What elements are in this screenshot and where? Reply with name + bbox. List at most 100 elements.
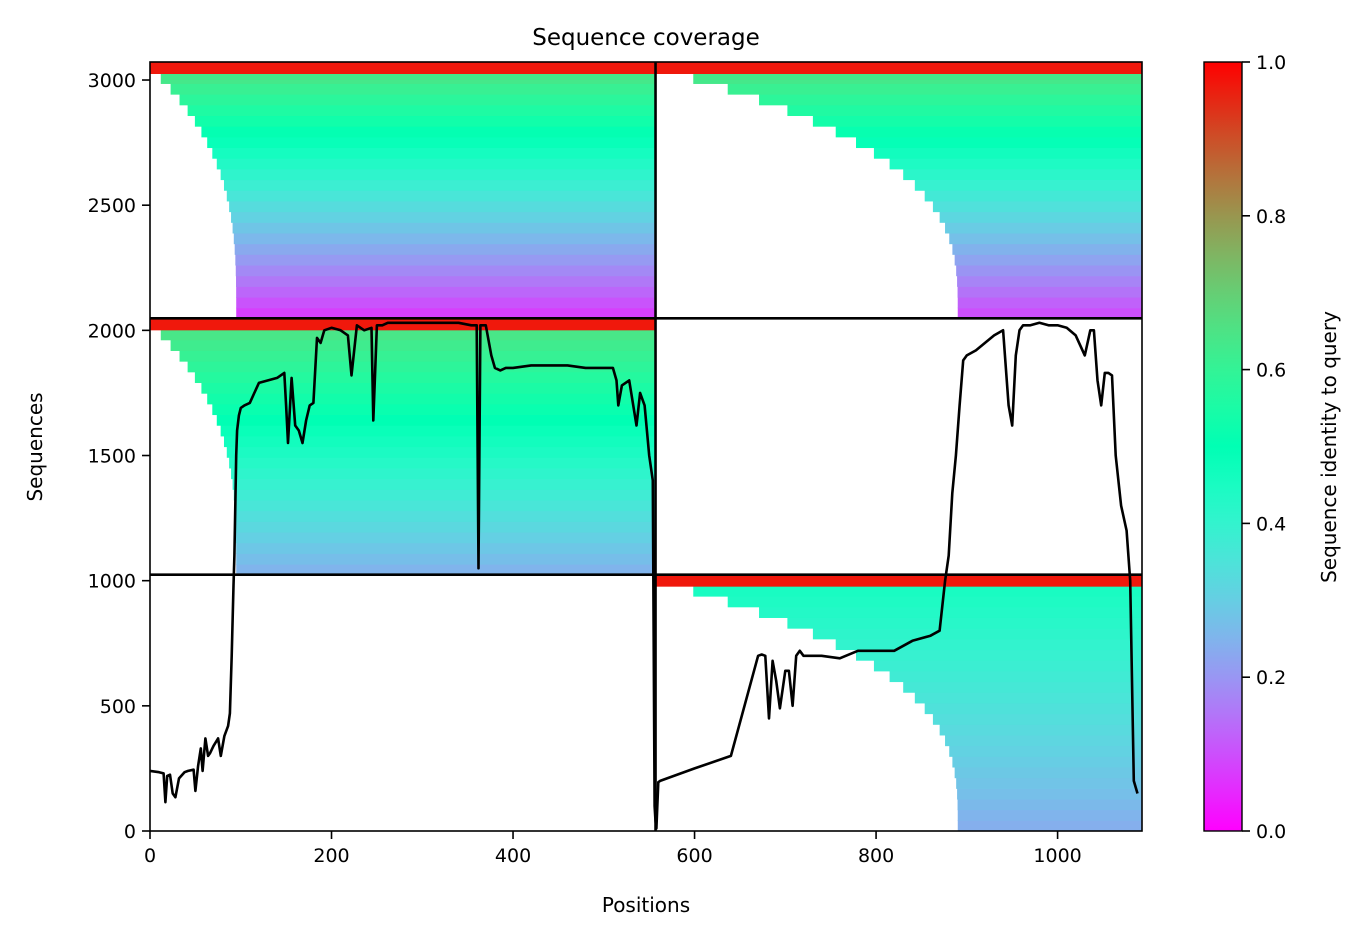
coverage-strip [212, 147, 656, 159]
y-tick-label: 2000 [88, 320, 136, 342]
coverage-strip [693, 72, 1142, 84]
coverage-strip [235, 510, 656, 522]
coverage-strip [812, 115, 1142, 127]
coverage-strip [924, 702, 1142, 715]
coverage-strip [220, 425, 656, 437]
coverage-strip [945, 734, 1142, 747]
coverage-strip [235, 521, 656, 533]
x-tick-label: 600 [676, 845, 712, 867]
coverage-strip [759, 94, 1142, 106]
x-axis: 0 200 400 600 800 1000 [144, 831, 1082, 867]
y-tick-label: 3000 [88, 70, 136, 92]
coverage-strip [231, 211, 656, 223]
coverage-strip [170, 83, 656, 95]
coverage-strip [727, 596, 1142, 608]
coverage-strip [957, 809, 1142, 821]
coverage-line [150, 321, 1139, 830]
coverage-strip [954, 766, 1142, 779]
coverage-strip [889, 670, 1142, 683]
x-tick-label: 200 [313, 845, 349, 867]
x-tick-label: 400 [495, 845, 531, 867]
coverage-strip [932, 200, 1142, 213]
coverage-strip [229, 200, 656, 213]
identity-band-top [150, 318, 656, 331]
coverage-strip [223, 435, 656, 448]
colorbar-scale [1203, 61, 1243, 832]
colorbar-tick-label: 0.6 [1256, 360, 1286, 382]
colorbar-tick-label: 1.0 [1256, 52, 1286, 74]
y-tick-label: 1500 [88, 446, 136, 468]
coverage-strip [207, 136, 656, 149]
coverage-strip [201, 382, 656, 394]
coverage-strip [233, 232, 656, 245]
coverage-strip [223, 179, 656, 191]
x-axis-label: Positions [602, 893, 690, 917]
y-tick-label: 1000 [88, 571, 136, 593]
coverage-strip [873, 147, 1142, 159]
coverage-strip [889, 158, 1142, 170]
coverage-strip [856, 136, 1142, 149]
plot-area [150, 62, 1142, 831]
coverage-strip [949, 232, 1142, 245]
coverage-strip [216, 158, 656, 170]
coverage-strip [787, 617, 1142, 629]
coverage-strip [236, 307, 656, 319]
colorbar-label: Sequence identity to query [1317, 311, 1341, 583]
chain-boundaries [150, 62, 1142, 831]
coverage-strip [234, 243, 656, 255]
coverage-strip [952, 756, 1142, 768]
colorbar-tick-label: 0.0 [1256, 821, 1286, 843]
coverage-strip [835, 126, 1142, 138]
coverage-strip [194, 115, 656, 127]
y-axis: 0 500 1000 1500 2000 2500 3000 [88, 70, 150, 843]
coverage-strip [232, 478, 656, 490]
coverage-strip [957, 296, 1142, 309]
y-tick-label: 2500 [88, 195, 136, 217]
coverage-strip [231, 467, 656, 480]
y-tick-label: 500 [100, 696, 136, 718]
coverage-strip [903, 168, 1142, 181]
plot-frame [149, 61, 1143, 832]
coverage-strip [233, 489, 656, 501]
coverage-strip [939, 211, 1142, 223]
coverage-strip [229, 457, 656, 469]
coverage-strip [160, 72, 656, 84]
coverage-strip [179, 94, 656, 106]
coverage-strip [873, 660, 1142, 672]
coverage-strip [236, 542, 656, 554]
identity-band-top [150, 62, 656, 74]
coverage-strip [952, 243, 1142, 255]
coverage-strip [957, 788, 1142, 800]
x-tick-label: 1000 [1033, 845, 1081, 867]
identity-band-top [655, 62, 1142, 74]
coverage-strip [954, 254, 1142, 266]
coverage-strip [945, 222, 1142, 234]
coverage-block [150, 318, 656, 576]
coverage-strip [957, 820, 1142, 831]
colorbar: 0.0 0.2 0.4 0.6 0.8 1.0 Sequence identity to … [1203, 52, 1341, 843]
colorbar-tick-label: 0.4 [1256, 513, 1286, 535]
colorbar-tick-label: 0.8 [1256, 206, 1286, 228]
coverage-strip [236, 296, 656, 309]
coverage-block [150, 62, 656, 319]
coverage-strip [903, 681, 1142, 693]
coverage-strip [939, 724, 1142, 736]
coverage-blocks [150, 62, 1142, 831]
coverage-strip [187, 104, 656, 117]
coverage-strip [956, 777, 1142, 789]
coverage-strip [236, 563, 656, 576]
coverage-strip [693, 585, 1142, 597]
coverage-strip [924, 190, 1142, 202]
coverage-strip [160, 329, 656, 341]
coverage-strip [201, 126, 656, 138]
coverage-strip [236, 286, 656, 298]
coverage-strip [179, 350, 656, 362]
coverage-strip [957, 286, 1142, 298]
coverage-strip [235, 264, 656, 277]
colorbar-tick-label: 0.2 [1256, 667, 1286, 689]
coverage-strip [234, 499, 656, 512]
coverage-strip [787, 104, 1142, 117]
coverage-strip [226, 190, 656, 202]
coverage-block [655, 62, 1142, 319]
